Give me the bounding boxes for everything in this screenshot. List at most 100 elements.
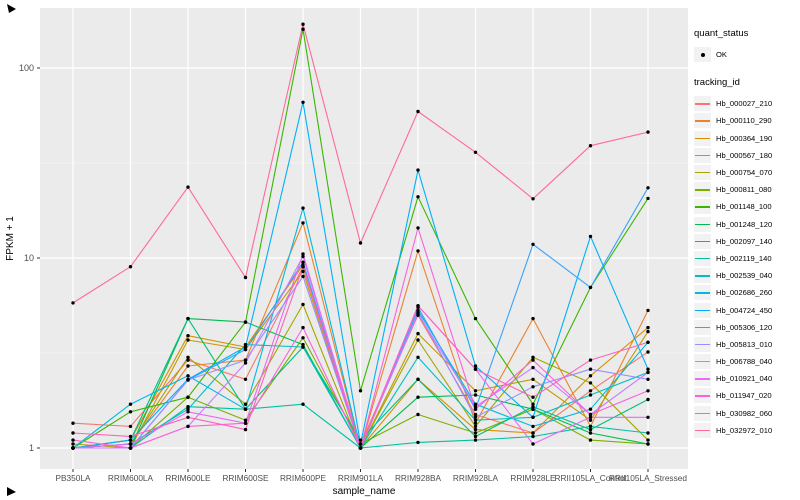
legend-line-swatch: [695, 103, 710, 105]
data-point: [531, 415, 535, 419]
legend-item: Hb_000754_070: [694, 164, 798, 181]
legend-line-swatch: [695, 361, 710, 363]
data-point: [128, 438, 133, 442]
legend-key-box: [694, 388, 711, 404]
data-point: [128, 442, 133, 446]
data-point: [301, 206, 305, 210]
data-point: [588, 374, 593, 378]
data-point: [243, 358, 248, 362]
legend-item-label: Hb_005813_010: [716, 339, 773, 349]
data-point: [301, 252, 305, 256]
data-point: [71, 421, 75, 425]
legend-item: Hb_001248_120: [694, 216, 798, 233]
data-point: [186, 424, 190, 429]
data-point: [128, 410, 133, 414]
data-point: [531, 365, 535, 370]
legend-line-swatch: [695, 395, 710, 397]
data-point: [358, 446, 363, 450]
legend-key-box: [694, 302, 711, 318]
data-point: [473, 316, 478, 321]
legend-key-box: [694, 285, 711, 301]
y-tick-label: 100: [19, 63, 34, 73]
data-point: [531, 385, 535, 389]
data-point: [301, 345, 305, 349]
data-point: [301, 302, 305, 307]
data-point: [358, 438, 363, 442]
legend-item: Hb_002686_260: [694, 284, 798, 301]
data-point: [301, 336, 305, 340]
legend-item-label: Hb_002686_260: [716, 288, 773, 298]
data-point: [416, 311, 420, 316]
x-tick-label: RRIM600LA: [108, 473, 154, 483]
data-point: [588, 427, 593, 432]
legend-title-tracking-id: tracking_id: [694, 77, 740, 89]
data-point: [243, 347, 248, 352]
data-point: [243, 407, 248, 411]
data-point: [186, 355, 190, 359]
legend-key-box: [694, 354, 711, 370]
data-point: [186, 410, 190, 414]
data-point: [473, 415, 478, 419]
data-point: [531, 407, 535, 411]
data-point: [301, 254, 305, 259]
x-tick-label: RRIM928BA: [395, 473, 442, 483]
data-point: [186, 415, 190, 419]
legend-line-swatch: [695, 137, 710, 140]
data-point: [646, 308, 650, 313]
data-point: [416, 377, 420, 381]
data-point: [646, 389, 650, 393]
legend-item-label: Hb_030982_060: [716, 408, 773, 418]
data-point: [473, 431, 478, 435]
legend-item: Hb_000027_210: [694, 95, 798, 112]
data-point: [416, 395, 420, 399]
legend-tracking-id-rows: Hb_000027_210 Hb_000110_290 Hb_000364_190 H…: [694, 95, 798, 439]
data-point: [416, 440, 420, 445]
legend-key-box: [694, 182, 711, 198]
data-point: [186, 374, 190, 378]
legend-line-swatch: [695, 326, 710, 329]
data-point: [588, 438, 593, 442]
legend-item: Hb_000364_190: [694, 130, 798, 147]
data-point: [473, 427, 478, 432]
legend-item-label: Hb_000027_210: [716, 99, 773, 109]
data-point: [416, 304, 420, 308]
data-point: [588, 407, 593, 411]
data-point: [473, 367, 478, 371]
legend-line-swatch: [695, 378, 710, 380]
x-axis-title: sample_name: [333, 486, 396, 497]
data-point: [416, 412, 420, 417]
data-point: [301, 221, 305, 225]
data-point: [301, 27, 305, 31]
data-point: [416, 249, 420, 253]
data-point: [243, 342, 248, 347]
data-point: [128, 446, 133, 450]
legend-item-label: Hb_011947_020: [716, 391, 772, 401]
data-point: [128, 424, 133, 429]
data-point: [531, 434, 535, 439]
data-point: [646, 350, 650, 354]
legend-line-swatch: [695, 412, 710, 415]
x-tick-label: RRIM600LE: [165, 473, 211, 483]
legend-key-box: [694, 268, 711, 284]
data-point: [588, 285, 593, 290]
data-point: [71, 446, 75, 450]
data-point: [186, 338, 190, 342]
data-point: [301, 342, 305, 347]
data-point: [301, 269, 305, 274]
data-point: [128, 265, 133, 269]
legend-item: Hb_002097_140: [694, 233, 798, 250]
data-point: [186, 334, 190, 338]
data-point: [588, 412, 593, 417]
data-point: [646, 415, 650, 419]
data-point: [646, 130, 650, 134]
data-point: [243, 427, 248, 432]
legend-item-label: Hb_000567_180: [716, 150, 773, 160]
x-tick-label: RRIM928LE: [510, 473, 556, 483]
legend-key-box: [694, 250, 711, 266]
data-point: [71, 442, 75, 446]
data-point: [301, 22, 305, 26]
legend-line-swatch: [695, 223, 710, 225]
legend-item: Hb_000567_180: [694, 147, 798, 164]
